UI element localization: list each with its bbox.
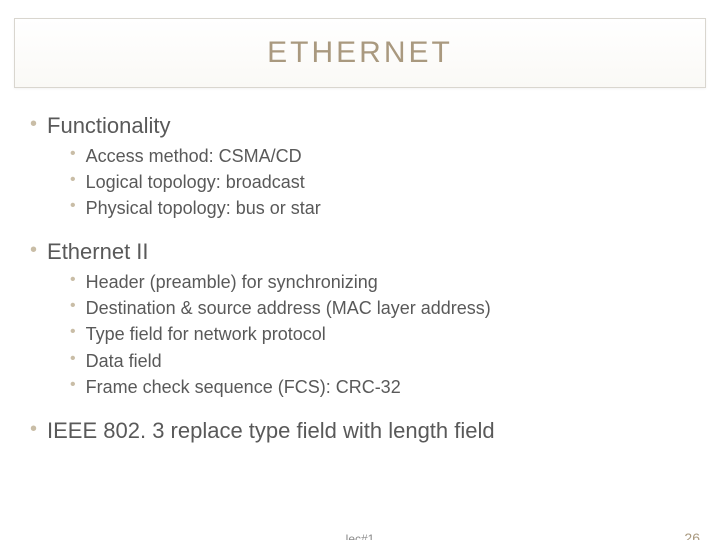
item-text: Access method: CSMA/CD	[86, 144, 302, 168]
sub-list: • Header (preamble) for synchronizing • …	[70, 270, 690, 399]
bullet-icon: •	[70, 170, 76, 191]
bullet-icon: •	[30, 112, 37, 136]
sub-list: • Access method: CSMA/CD • Logical topol…	[70, 144, 690, 221]
bullet-icon: •	[70, 144, 76, 165]
section-heading: • Ethernet II	[30, 238, 690, 266]
section-label: Ethernet II	[47, 238, 149, 266]
bullet-icon: •	[70, 322, 76, 343]
slide-content: • Functionality • Access method: CSMA/CD…	[0, 88, 720, 445]
title-bar: ETHERNET	[14, 18, 706, 88]
list-item: • Header (preamble) for synchronizing	[70, 270, 690, 294]
slide-title: ETHERNET	[267, 36, 453, 70]
page-number: 26	[684, 530, 700, 540]
section-heading: • Functionality	[30, 112, 690, 140]
item-text: Logical topology: broadcast	[86, 170, 305, 194]
list-item: • Access method: CSMA/CD	[70, 144, 690, 168]
bullet-icon: •	[70, 270, 76, 291]
item-text: Physical topology: bus or star	[86, 196, 321, 220]
list-item: • Type field for network protocol	[70, 322, 690, 346]
item-text: Frame check sequence (FCS): CRC-32	[86, 375, 401, 399]
list-item: • Physical topology: bus or star	[70, 196, 690, 220]
bullet-icon: •	[30, 238, 37, 262]
bullet-icon: •	[30, 417, 37, 441]
list-item: • Destination & source address (MAC laye…	[70, 296, 690, 320]
bullet-icon: •	[70, 196, 76, 217]
section-heading: • IEEE 802. 3 replace type field with le…	[30, 417, 690, 445]
list-item: • Logical topology: broadcast	[70, 170, 690, 194]
item-text: Destination & source address (MAC layer …	[86, 296, 491, 320]
list-item: • Frame check sequence (FCS): CRC-32	[70, 375, 690, 399]
footer-text: lec#1	[0, 532, 720, 540]
item-text: Data field	[86, 349, 162, 373]
item-text: Header (preamble) for synchronizing	[86, 270, 378, 294]
bullet-icon: •	[70, 349, 76, 370]
bullet-icon: •	[70, 296, 76, 317]
section-label: IEEE 802. 3 replace type field with leng…	[47, 417, 495, 445]
section-label: Functionality	[47, 112, 171, 140]
bullet-icon: •	[70, 375, 76, 396]
item-text: Type field for network protocol	[86, 322, 326, 346]
list-item: • Data field	[70, 349, 690, 373]
